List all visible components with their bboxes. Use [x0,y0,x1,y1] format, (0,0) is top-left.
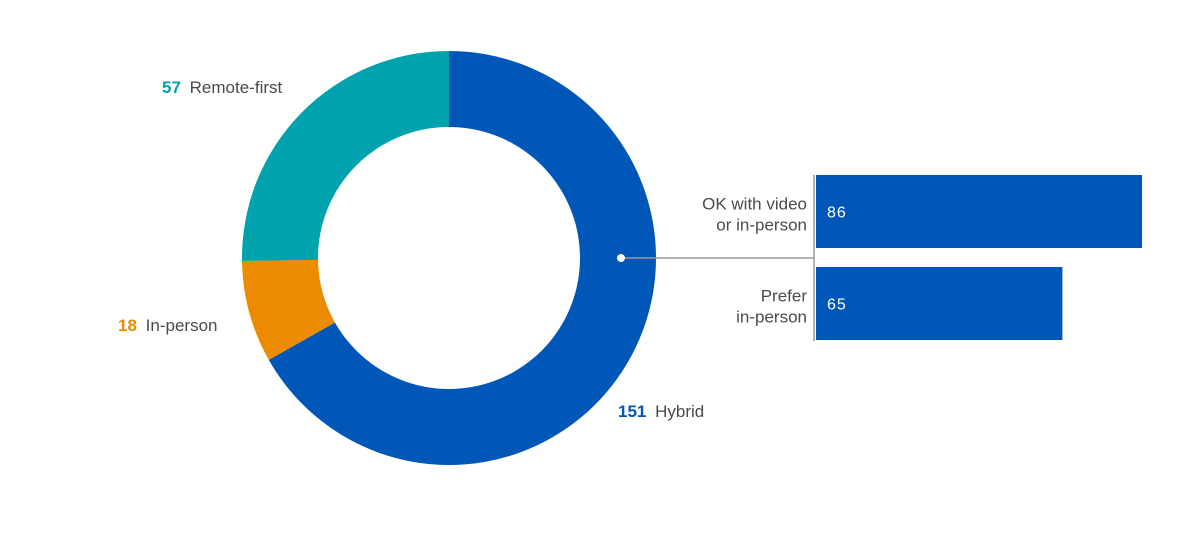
hybrid-label: 151 Hybrid [618,402,704,421]
donut-slice-hybrid [268,51,656,466]
remote-first-value: 57 [162,78,181,97]
bar-0 [816,175,1142,248]
hybrid-value: 151 [618,402,646,421]
bar-value-label: 86 [827,205,847,222]
donut-slice-remote-first [242,51,449,261]
bar-1 [816,267,1063,340]
bar-category-line: Prefer [761,287,808,306]
bar-value-label: 65 [827,297,847,314]
connector-dot [617,254,625,262]
bar-chart: 86 OK with video or in-person 65 Prefer in-pe… [702,175,1142,340]
in-person-name: In-person [146,316,218,335]
bar-category-line: OK with video [702,195,807,214]
hybrid-name: Hybrid [655,402,704,421]
in-person-value: 18 [118,316,137,335]
in-person-label: 18 In-person [118,316,217,335]
donut-slice-in-person [242,259,335,360]
bar-category-line: in-person [736,308,807,327]
donut-labels: 151 Hybrid 18 In-person 57 Remote-first [118,78,704,421]
bar-category-label: Prefer in-person [736,287,807,327]
donut-chart [242,51,656,466]
bar-category-line: or in-person [716,216,807,235]
remote-first-label: 57 Remote-first [162,78,283,97]
remote-first-name: Remote-first [190,78,283,97]
breakdown-connector [617,175,815,341]
bar-category-label: OK with video or in-person [702,195,807,235]
